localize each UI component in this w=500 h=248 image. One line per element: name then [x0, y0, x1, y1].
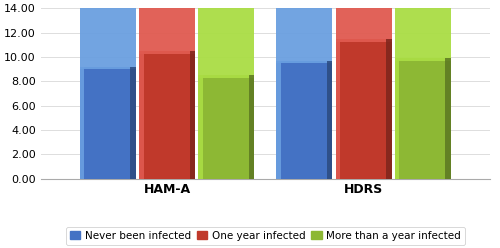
- Bar: [190, 51, 195, 179]
- Bar: [130, 66, 136, 179]
- Bar: [139, 51, 143, 179]
- Bar: [198, 75, 203, 179]
- Bar: [446, 58, 451, 179]
- Bar: [336, 39, 340, 179]
- Bar: [80, 66, 84, 179]
- Bar: [139, 0, 195, 54]
- Legend: Never been infected, One year infected, More than a year infected: Never been infected, One year infected, …: [66, 227, 465, 245]
- Bar: [386, 39, 392, 179]
- Bar: [336, 39, 392, 179]
- Bar: [139, 51, 195, 179]
- Bar: [276, 61, 281, 179]
- Bar: [276, 0, 332, 63]
- Bar: [80, 66, 136, 179]
- Bar: [395, 58, 400, 179]
- Bar: [198, 0, 254, 78]
- Bar: [336, 0, 392, 42]
- Bar: [198, 75, 254, 179]
- Bar: [327, 61, 332, 179]
- Bar: [395, 58, 451, 179]
- Bar: [276, 61, 332, 179]
- Bar: [395, 0, 451, 61]
- Bar: [249, 75, 254, 179]
- Bar: [80, 0, 136, 69]
